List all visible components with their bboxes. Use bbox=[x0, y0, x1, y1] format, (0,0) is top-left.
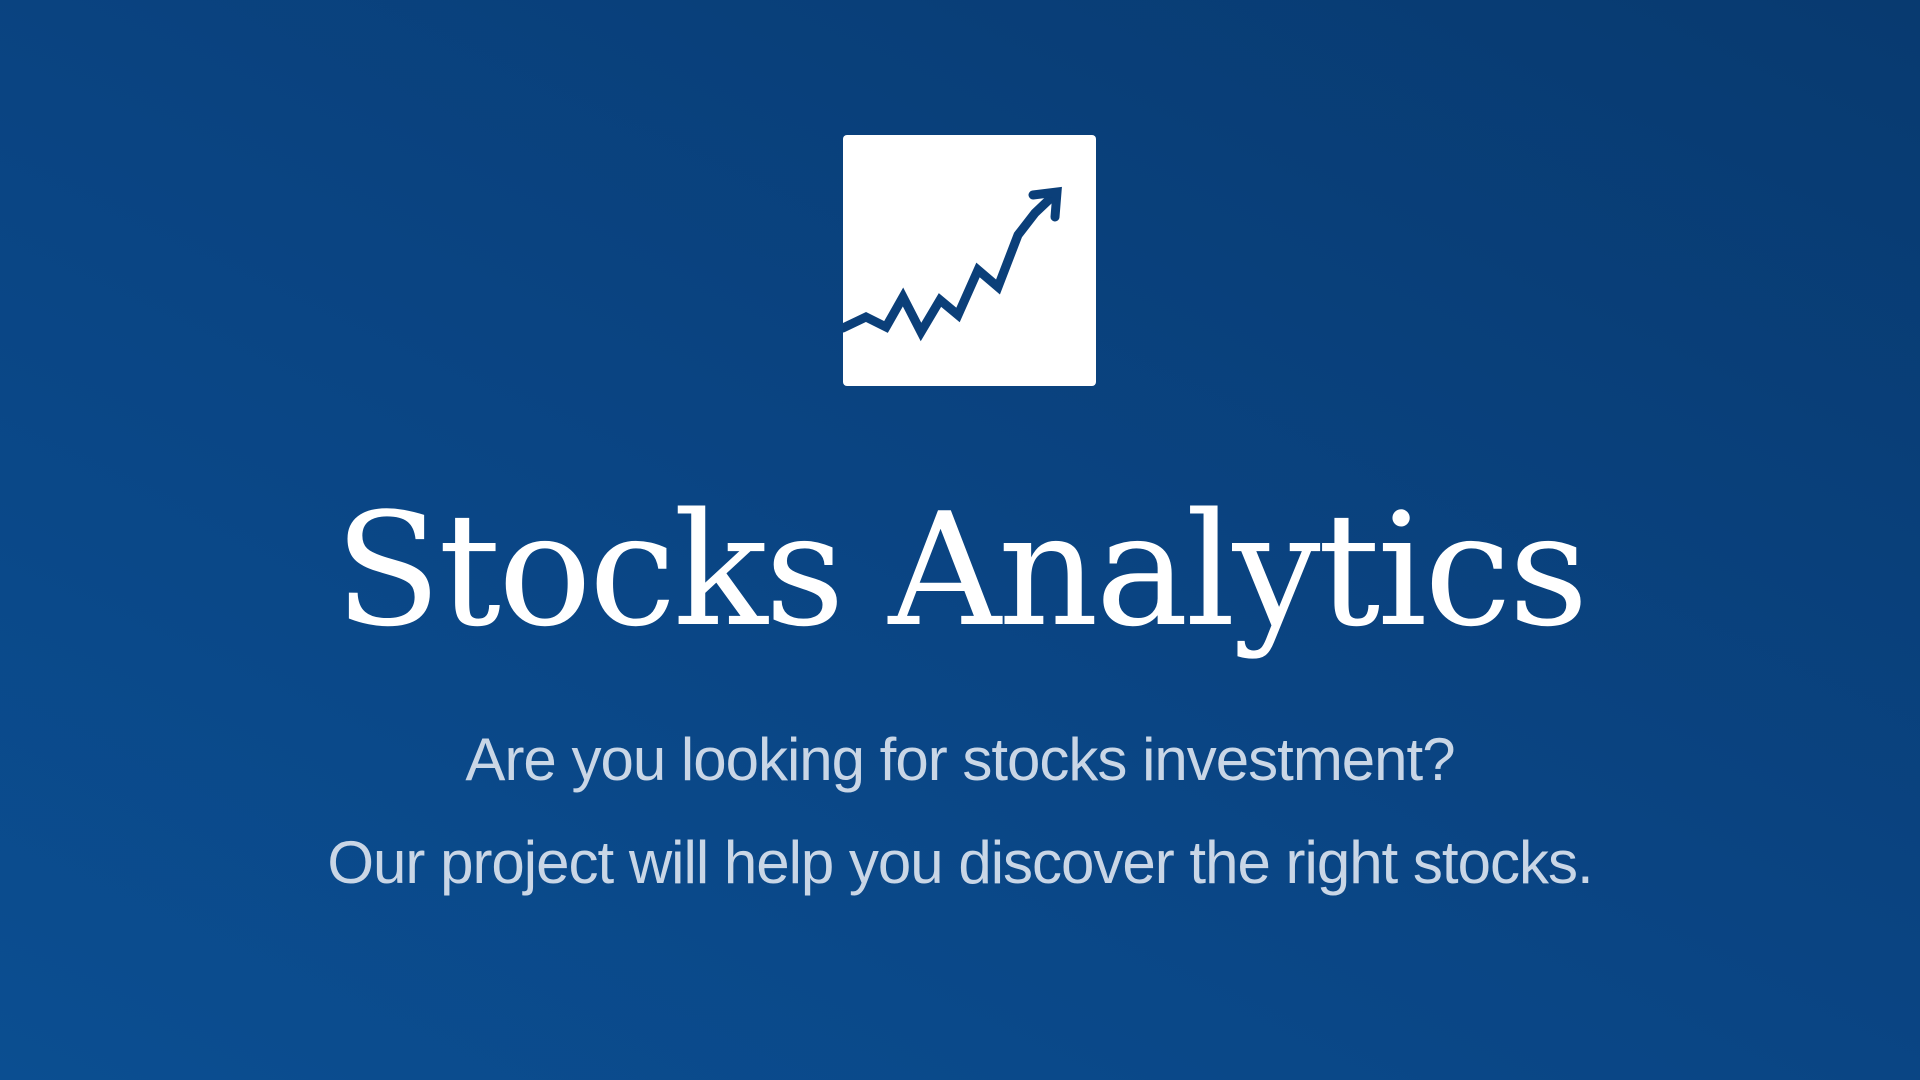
trending-up-chart-icon bbox=[843, 186, 1062, 342]
tagline-description: Our project will help you discover the r… bbox=[327, 829, 1593, 896]
app-logo bbox=[843, 135, 1096, 386]
tagline-question: Are you looking for stocks investment? bbox=[465, 726, 1455, 793]
page-title: Stocks Analytics bbox=[334, 479, 1588, 661]
